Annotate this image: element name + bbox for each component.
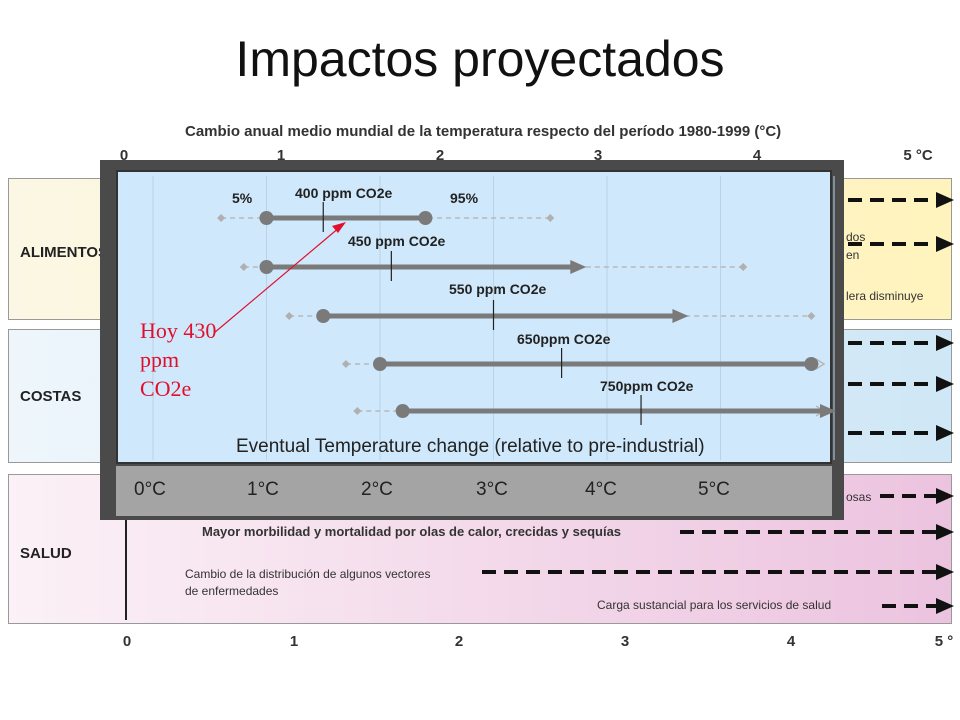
p95-arrowhead-icon xyxy=(672,309,689,323)
row-label-food: ALIMENTOS xyxy=(20,244,109,261)
p95-marker xyxy=(418,211,433,225)
arrowhead-icon xyxy=(936,598,954,614)
health-text-2: Mayor morbilidad y mortalidad por olas d… xyxy=(202,524,622,539)
health-text-1: osas xyxy=(846,490,872,504)
arrowhead-icon xyxy=(936,376,954,392)
p5-marker xyxy=(259,211,274,225)
outer-low-marker xyxy=(341,360,350,368)
bottom-tick-1: 1 xyxy=(289,633,299,650)
top-tick-2: 2 xyxy=(435,147,445,164)
arrowhead-icon xyxy=(936,488,954,504)
series-label-650: 650ppm CO2e xyxy=(517,331,611,347)
arrowhead-icon xyxy=(936,524,954,540)
arrowhead-icon xyxy=(936,335,954,351)
chart-tick-2: 2°C xyxy=(361,479,393,500)
p5-marker xyxy=(373,357,387,371)
x-axis-label: Eventual Temperature change (relative to… xyxy=(236,436,705,457)
arrowhead-icon xyxy=(936,192,954,208)
health-text-5: Carga sustancial para los servicios de s… xyxy=(597,598,832,612)
arrowhead-icon xyxy=(936,236,954,252)
bottom-tick-4: 4 xyxy=(786,633,796,650)
food-text-2: en xyxy=(846,248,860,262)
p5-marker xyxy=(316,309,331,323)
top-tick-3: 3 xyxy=(593,147,603,164)
outer-low-marker xyxy=(353,407,362,415)
top-tick-4: 4 xyxy=(752,147,762,164)
p95-arrowhead-icon xyxy=(570,260,587,274)
p95-arrowhead-icon xyxy=(820,404,836,418)
chart-tick-0: 0°C xyxy=(134,479,166,500)
series-label-450: 450 ppm CO2e xyxy=(348,233,446,249)
label-95pct: 95% xyxy=(450,190,479,206)
food-text-1: dos xyxy=(846,230,866,244)
annotation-line-3: CO2e xyxy=(140,376,192,401)
slide-title: Impactos proyectados xyxy=(235,31,725,87)
annotation-line-2: ppm xyxy=(140,347,180,372)
bottom-tick-5: 5 ° xyxy=(934,633,954,650)
outer-high-marker xyxy=(739,263,748,271)
outer-chevron-icon xyxy=(815,358,826,370)
top-tick-1: 1 xyxy=(276,147,286,164)
row-label-health: SALUD xyxy=(20,545,72,562)
outer-low-marker xyxy=(285,312,294,320)
bottom-tick-0: 0 xyxy=(122,633,132,650)
chart-tick-4: 4°C xyxy=(585,479,617,500)
background-chart-header: Cambio anual medio mundial de la tempera… xyxy=(185,123,782,140)
annotation-text: Hoy 430 ppm CO2e xyxy=(140,316,260,403)
outer-high-marker xyxy=(807,312,816,320)
top-tick-0: 0 xyxy=(119,147,129,164)
annotation-line-1: Hoy 430 xyxy=(140,318,217,343)
p5-marker xyxy=(395,404,410,418)
chart-tick-strip xyxy=(116,466,832,516)
outer-high-marker xyxy=(546,214,555,222)
row-label-coast: COSTAS xyxy=(20,388,82,405)
outer-low-marker xyxy=(239,263,248,271)
chart-tick-5: 5°C xyxy=(698,479,730,500)
annotation-arrowhead-icon xyxy=(332,222,346,233)
annotation-arrow-line xyxy=(213,226,341,334)
health-text-4: de enfermedades xyxy=(185,584,279,598)
p95-marker xyxy=(804,357,819,371)
chart-tick-3: 3°C xyxy=(476,479,508,500)
series-label-400: 400 ppm CO2e xyxy=(295,185,393,201)
chart-tick-1: 1°C xyxy=(247,479,279,500)
label-5pct: 5% xyxy=(232,190,253,206)
health-text-3: Cambio de la distribución de algunos vec… xyxy=(185,567,431,581)
bottom-tick-2: 2 xyxy=(454,633,464,650)
outer-low-marker xyxy=(217,214,226,222)
series-label-550: 550 ppm CO2e xyxy=(449,281,547,297)
arrowhead-icon xyxy=(936,425,954,441)
bottom-tick-3: 3 xyxy=(620,633,630,650)
arrowhead-icon xyxy=(936,564,954,580)
p5-marker xyxy=(259,260,274,274)
top-tick-5: 5 °C xyxy=(903,147,933,164)
series-label-750: 750ppm CO2e xyxy=(600,378,694,394)
food-text-3: lera disminuye xyxy=(846,289,924,303)
